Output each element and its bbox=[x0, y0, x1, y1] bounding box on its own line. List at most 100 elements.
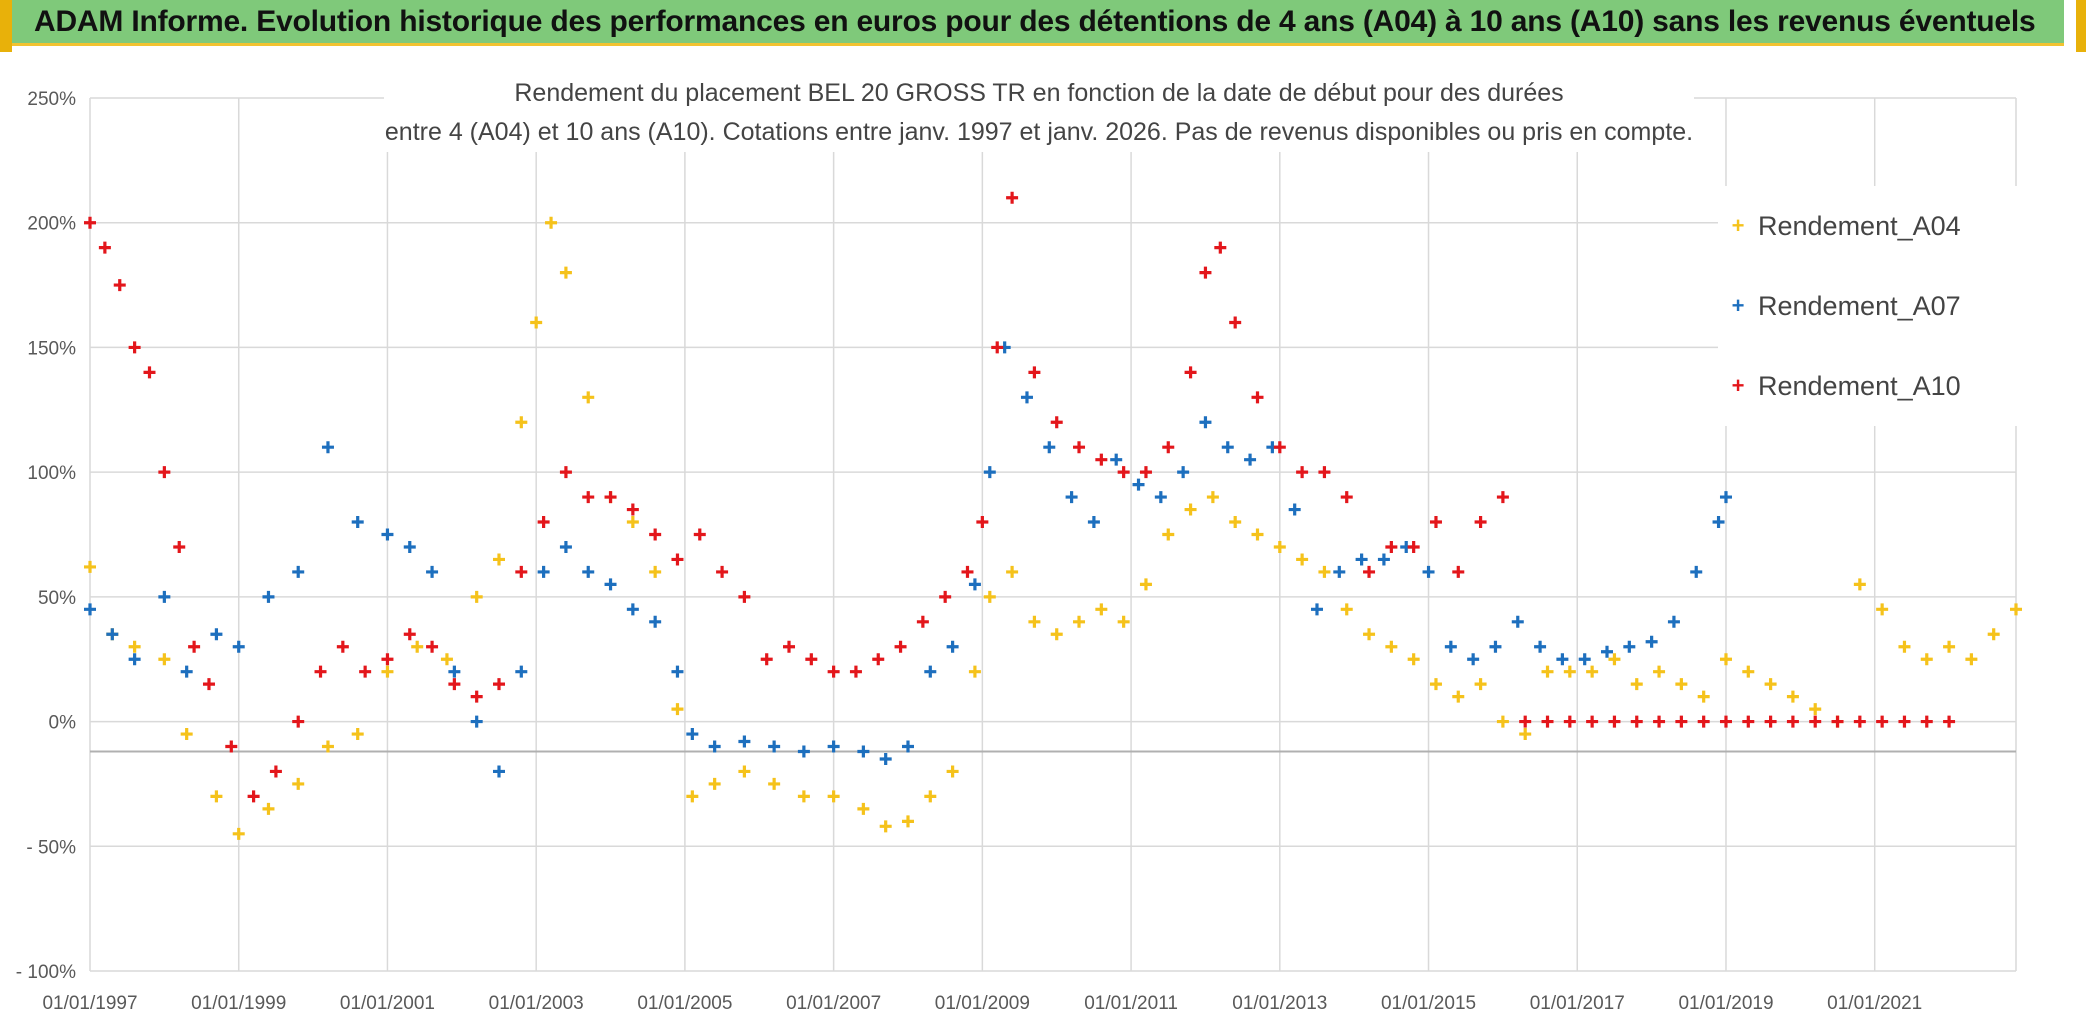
data-point bbox=[1697, 715, 1710, 728]
data-point bbox=[1697, 690, 1710, 703]
data-point bbox=[1519, 715, 1532, 728]
data-point bbox=[671, 703, 684, 716]
data-point bbox=[604, 578, 617, 591]
data-point bbox=[336, 640, 349, 653]
data-point bbox=[1474, 678, 1487, 691]
data-point bbox=[1496, 491, 1509, 504]
data-point bbox=[1154, 491, 1167, 504]
data-point bbox=[188, 640, 201, 653]
data-point bbox=[321, 740, 334, 753]
data-point bbox=[983, 466, 996, 479]
corner-accent-right bbox=[2076, 0, 2086, 52]
x-tick-label: 01/01/2011 bbox=[1084, 993, 1178, 1014]
x-tick-label: 01/01/1999 bbox=[191, 993, 286, 1014]
data-point bbox=[1809, 703, 1822, 716]
data-point bbox=[351, 516, 364, 529]
data-point bbox=[1199, 416, 1212, 429]
legend-label-a07: Rendement_A07 bbox=[1758, 290, 1961, 321]
x-tick-label: 01/01/2009 bbox=[935, 993, 1030, 1014]
corner-accent-left bbox=[0, 0, 12, 52]
y-tick-label: - 100% bbox=[16, 962, 76, 983]
data-point bbox=[671, 665, 684, 678]
data-point bbox=[1028, 366, 1041, 379]
data-point bbox=[1407, 653, 1420, 666]
data-point bbox=[1273, 540, 1286, 553]
data-point bbox=[1385, 540, 1398, 553]
data-point bbox=[1050, 628, 1063, 641]
data-point bbox=[1645, 635, 1658, 648]
data-point bbox=[128, 653, 141, 666]
data-point bbox=[1943, 715, 1956, 728]
legend-item-a04: + Rendement_A04 bbox=[1718, 186, 2018, 266]
data-point bbox=[262, 590, 275, 603]
data-point bbox=[827, 740, 840, 753]
data-point bbox=[686, 790, 699, 803]
data-point bbox=[1050, 416, 1063, 429]
data-point bbox=[693, 528, 706, 541]
data-point bbox=[961, 565, 974, 578]
data-point bbox=[492, 765, 505, 778]
data-point bbox=[1110, 453, 1123, 466]
data-point bbox=[113, 279, 126, 292]
data-point bbox=[1898, 640, 1911, 653]
data-point bbox=[1340, 491, 1353, 504]
data-point bbox=[1229, 516, 1242, 529]
data-point bbox=[84, 560, 96, 573]
x-tick-label: 01/01/2021 bbox=[1827, 993, 1922, 1014]
data-point bbox=[1541, 665, 1554, 678]
data-point bbox=[225, 740, 238, 753]
data-point bbox=[2010, 603, 2022, 616]
data-point bbox=[403, 628, 416, 641]
data-point bbox=[1541, 715, 1554, 728]
data-point bbox=[849, 665, 862, 678]
data-point bbox=[426, 640, 439, 653]
data-point bbox=[649, 565, 662, 578]
data-point bbox=[983, 590, 996, 603]
data-point bbox=[671, 553, 684, 566]
data-point bbox=[1742, 665, 1755, 678]
data-point bbox=[857, 745, 870, 758]
data-point bbox=[128, 640, 141, 653]
data-point bbox=[1087, 516, 1100, 529]
data-point bbox=[1229, 316, 1242, 329]
x-tick-label: 01/01/2013 bbox=[1232, 993, 1327, 1014]
data-point bbox=[247, 790, 260, 803]
y-tick-label: 150% bbox=[27, 338, 76, 359]
data-point bbox=[1006, 191, 1019, 204]
data-point bbox=[1876, 715, 1889, 728]
data-point bbox=[626, 503, 639, 516]
data-point bbox=[1965, 653, 1978, 666]
data-point bbox=[1377, 553, 1390, 566]
data-point bbox=[128, 341, 141, 354]
data-point bbox=[1764, 715, 1777, 728]
legend: + Rendement_A04 + Rendement_A07 + Rendem… bbox=[1718, 186, 2018, 426]
data-point bbox=[1363, 628, 1376, 641]
data-point bbox=[1251, 391, 1264, 404]
data-point bbox=[1831, 715, 1844, 728]
data-point bbox=[708, 777, 721, 790]
data-point bbox=[559, 266, 572, 279]
data-point bbox=[1489, 640, 1502, 653]
data-point bbox=[1920, 715, 1933, 728]
data-point bbox=[991, 341, 1004, 354]
data-point bbox=[411, 640, 424, 653]
data-point bbox=[359, 665, 372, 678]
data-point bbox=[1184, 503, 1197, 516]
x-tick-label: 01/01/2017 bbox=[1530, 993, 1625, 1014]
data-point bbox=[1563, 715, 1576, 728]
data-point bbox=[968, 578, 981, 591]
data-point bbox=[1534, 640, 1547, 653]
data-point bbox=[1318, 466, 1331, 479]
data-point bbox=[1786, 690, 1799, 703]
data-point bbox=[976, 516, 989, 529]
data-point bbox=[470, 690, 483, 703]
data-point bbox=[1630, 678, 1643, 691]
data-point bbox=[292, 777, 305, 790]
data-point bbox=[202, 678, 215, 691]
data-point bbox=[448, 678, 461, 691]
data-point bbox=[559, 540, 572, 553]
data-point bbox=[924, 790, 937, 803]
data-point bbox=[210, 790, 223, 803]
data-point bbox=[1444, 640, 1457, 653]
